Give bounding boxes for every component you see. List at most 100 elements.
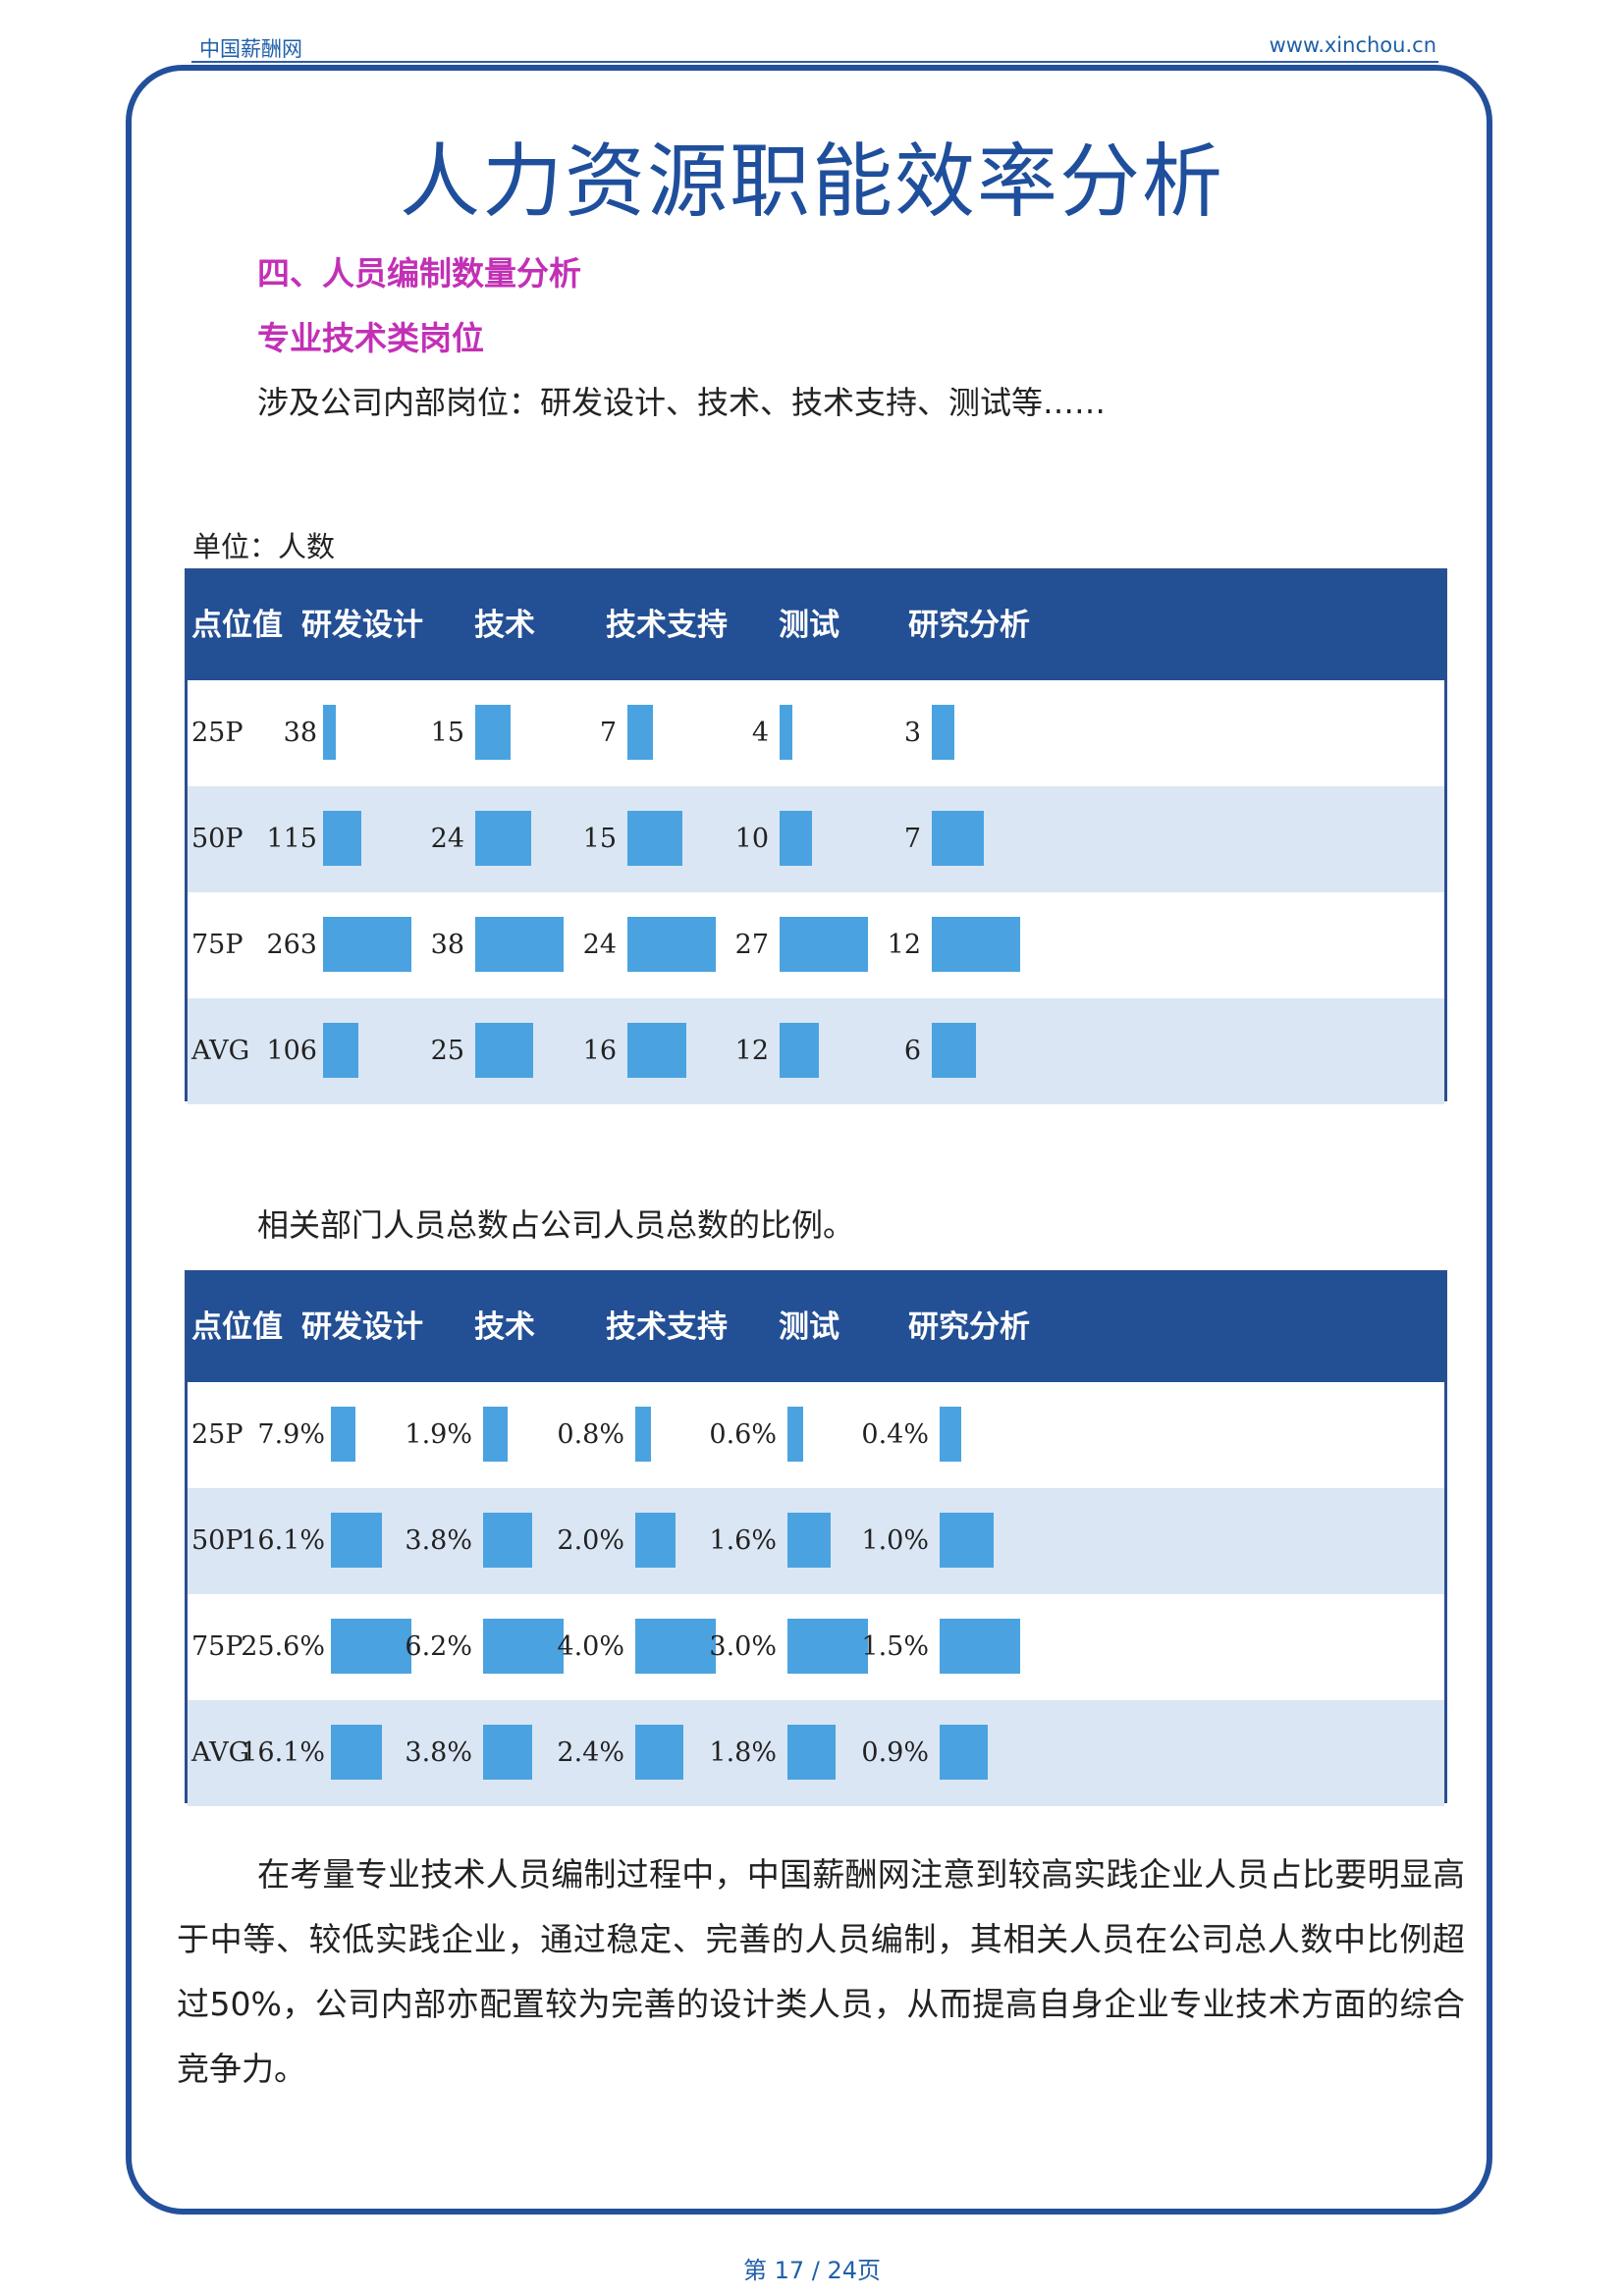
cell-value: 4.0% bbox=[557, 1631, 624, 1662]
cell-value: 2.4% bbox=[557, 1737, 624, 1768]
cell-value: 15 bbox=[430, 718, 464, 748]
data-bar bbox=[331, 1725, 382, 1780]
data-bar bbox=[787, 1725, 836, 1780]
cell-value: 6 bbox=[903, 1036, 921, 1066]
cell-value: 25 bbox=[430, 1036, 464, 1066]
data-bar bbox=[331, 1407, 355, 1462]
headcount-table: 点位值 研发设计 技术 技术支持 测试 研究分析 25P 38 15 7 4 3 50P 115 24 15 1… bbox=[185, 568, 1447, 1104]
table-row: AVG 16.1% 3.8% 2.4% 1.8% 0.9% bbox=[188, 1700, 1444, 1806]
cell-value: 25.6% bbox=[241, 1631, 325, 1662]
cell-value: 0.6% bbox=[709, 1419, 777, 1450]
cell-value: 16 bbox=[582, 1036, 617, 1066]
cell-value: 1.6% bbox=[709, 1525, 777, 1556]
cell-value: 7 bbox=[599, 718, 617, 748]
page-frame bbox=[126, 65, 1492, 2215]
data-bar bbox=[932, 705, 954, 760]
scope-text: 涉及公司内部岗位：研发设计、技术、技术支持、测试等…… bbox=[257, 384, 1107, 421]
cell-value: 16.1% bbox=[241, 1525, 325, 1556]
column-header: 技术支持 bbox=[606, 608, 728, 643]
data-bar bbox=[940, 1513, 994, 1568]
table-row: 25P 7.9% 1.9% 0.8% 0.6% 0.4% bbox=[188, 1382, 1444, 1488]
cell-value: 7 bbox=[903, 824, 921, 854]
data-bar bbox=[627, 917, 716, 972]
column-header: 技术支持 bbox=[606, 1309, 728, 1345]
data-bar bbox=[940, 1407, 961, 1462]
data-bar bbox=[627, 811, 682, 866]
row-label: 50P bbox=[191, 824, 244, 854]
data-bar bbox=[331, 1619, 411, 1674]
data-bar bbox=[323, 917, 411, 972]
cell-value: 38 bbox=[430, 930, 464, 960]
column-header: 技术 bbox=[474, 608, 535, 643]
data-bar bbox=[635, 1407, 651, 1462]
data-bar bbox=[483, 1513, 532, 1568]
row-label: 25P bbox=[191, 718, 244, 748]
data-bar bbox=[780, 705, 792, 760]
table-header: 点位值 研发设计 技术 技术支持 测试 研究分析 bbox=[188, 1273, 1444, 1382]
row-label: AVG bbox=[191, 1737, 250, 1768]
row-label: 75P bbox=[191, 930, 244, 960]
column-header: 研究分析 bbox=[908, 608, 1030, 643]
subsection-heading: 专业技术类岗位 bbox=[257, 319, 484, 357]
data-bar bbox=[932, 811, 984, 866]
cell-value: 15 bbox=[582, 824, 617, 854]
cell-value: 1.5% bbox=[861, 1631, 929, 1662]
cell-value: 6.2% bbox=[405, 1631, 472, 1662]
data-bar bbox=[932, 917, 1020, 972]
site-name: 中国薪酬网 bbox=[199, 37, 302, 61]
column-header: 技术 bbox=[474, 1309, 535, 1345]
cell-value: 1.9% bbox=[405, 1419, 472, 1450]
cell-value: 12 bbox=[734, 1036, 769, 1066]
data-bar bbox=[475, 811, 531, 866]
table-row: AVG 106 25 16 12 6 bbox=[188, 998, 1444, 1104]
data-bar bbox=[331, 1513, 382, 1568]
site-url[interactable]: www.xinchou.cn bbox=[1269, 33, 1436, 57]
cell-value: 16.1% bbox=[241, 1737, 325, 1768]
cell-value: 3.8% bbox=[405, 1737, 472, 1768]
cell-value: 3.8% bbox=[405, 1525, 472, 1556]
header-divider bbox=[191, 61, 1438, 63]
data-bar bbox=[780, 811, 812, 866]
data-bar bbox=[323, 1023, 358, 1078]
row-label: 75P bbox=[191, 1631, 244, 1662]
cell-value: 3.0% bbox=[709, 1631, 777, 1662]
body-paragraph: 在考量专业技术人员编制过程中，中国薪酬网注意到较高实践企业人员占比要明显高于中等… bbox=[177, 1855, 1465, 2088]
cell-value: 1.0% bbox=[861, 1525, 929, 1556]
data-bar bbox=[483, 1407, 508, 1462]
table-row: 50P 16.1% 3.8% 2.0% 1.6% 1.0% bbox=[188, 1488, 1444, 1594]
column-header: 测试 bbox=[779, 1309, 839, 1345]
cell-value: 0.9% bbox=[861, 1737, 929, 1768]
data-bar bbox=[787, 1513, 831, 1568]
unit-label: 单位：人数 bbox=[192, 530, 336, 563]
row-label: AVG bbox=[191, 1036, 250, 1066]
data-bar bbox=[787, 1407, 803, 1462]
cell-value: 4 bbox=[751, 718, 769, 748]
cell-value: 0.8% bbox=[557, 1419, 624, 1450]
table-row: 25P 38 15 7 4 3 bbox=[188, 680, 1444, 786]
data-bar bbox=[780, 917, 868, 972]
cell-value: 3 bbox=[903, 718, 921, 748]
column-header: 研发设计 bbox=[301, 1309, 423, 1345]
column-header: 点位值 bbox=[191, 1309, 283, 1345]
data-bar bbox=[635, 1513, 676, 1568]
cell-value: 24 bbox=[430, 824, 464, 854]
cell-value: 1.8% bbox=[709, 1737, 777, 1768]
column-header: 研究分析 bbox=[908, 1309, 1030, 1345]
data-bar bbox=[323, 705, 336, 760]
data-bar bbox=[635, 1619, 716, 1674]
cell-value: 0.4% bbox=[861, 1419, 929, 1450]
cell-value: 263 bbox=[266, 930, 317, 960]
table-row: 50P 115 24 15 10 7 bbox=[188, 786, 1444, 892]
column-header: 测试 bbox=[779, 608, 839, 643]
data-bar bbox=[483, 1725, 532, 1780]
data-bar bbox=[635, 1725, 683, 1780]
column-header: 研发设计 bbox=[301, 608, 423, 643]
cell-value: 10 bbox=[734, 824, 769, 854]
data-bar bbox=[475, 917, 564, 972]
cell-value: 2.0% bbox=[557, 1525, 624, 1556]
cell-value: 38 bbox=[283, 718, 317, 748]
cell-value: 12 bbox=[887, 930, 921, 960]
data-bar bbox=[780, 1023, 819, 1078]
data-bar bbox=[940, 1619, 1020, 1674]
cell-value: 7.9% bbox=[257, 1419, 325, 1450]
